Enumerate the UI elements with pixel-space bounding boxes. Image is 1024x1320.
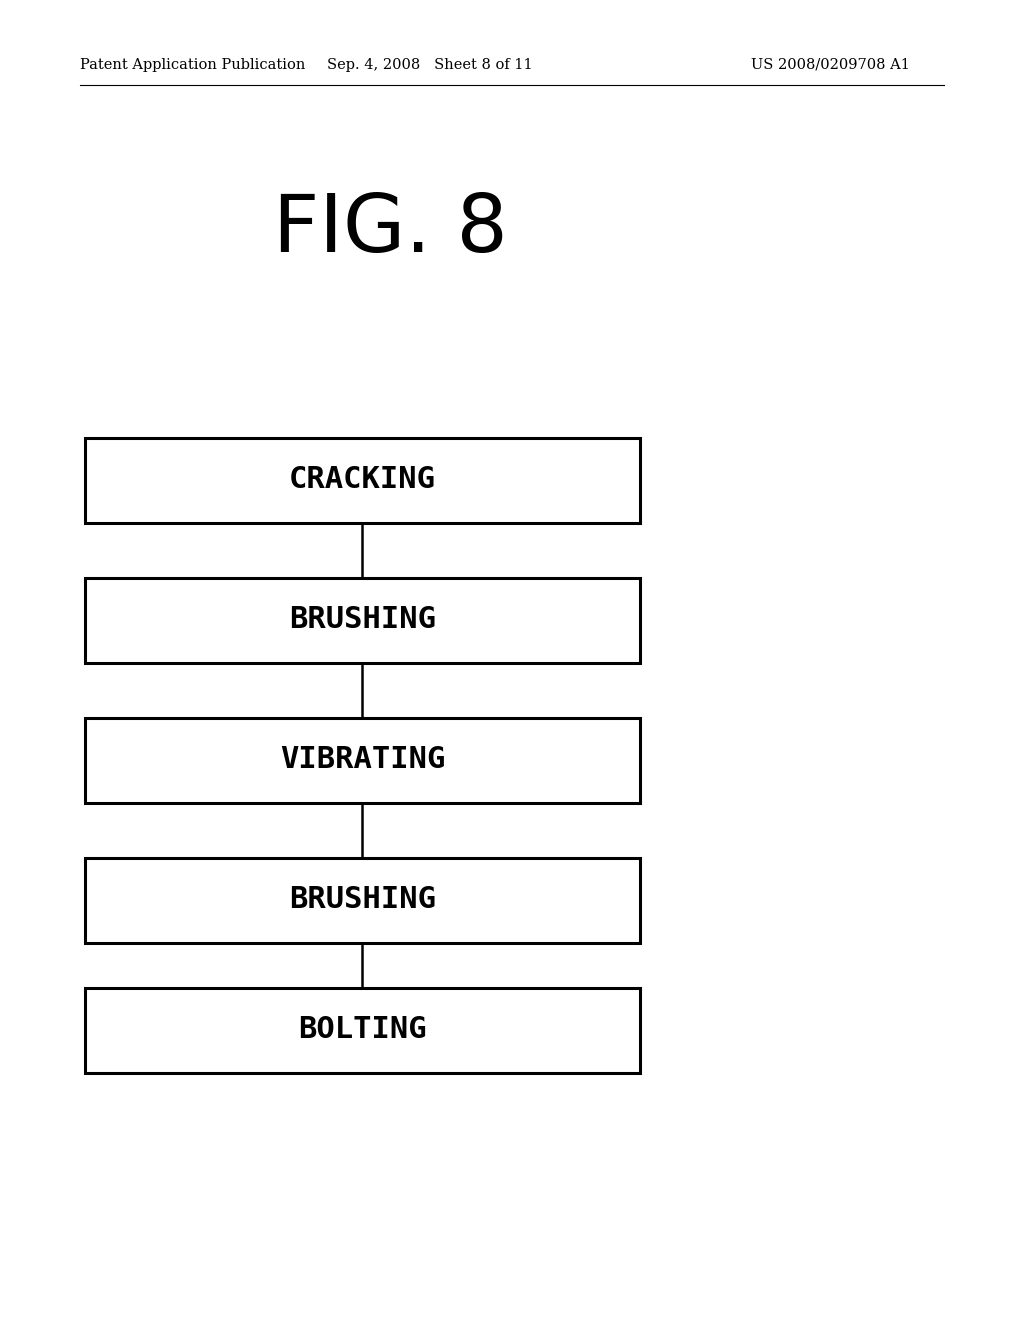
Text: US 2008/0209708 A1: US 2008/0209708 A1 xyxy=(751,58,909,73)
Text: CRACKING: CRACKING xyxy=(289,466,436,495)
Bar xyxy=(85,858,640,942)
Text: Patent Application Publication: Patent Application Publication xyxy=(80,58,305,73)
Text: Sep. 4, 2008   Sheet 8 of 11: Sep. 4, 2008 Sheet 8 of 11 xyxy=(328,58,532,73)
Bar xyxy=(85,578,640,663)
Text: BOLTING: BOLTING xyxy=(298,1015,427,1044)
Text: BRUSHING: BRUSHING xyxy=(289,606,436,635)
Bar xyxy=(85,437,640,523)
Text: BRUSHING: BRUSHING xyxy=(289,886,436,915)
Bar xyxy=(85,987,640,1072)
Text: FIG. 8: FIG. 8 xyxy=(272,191,507,269)
Text: VIBRATING: VIBRATING xyxy=(280,746,445,775)
Bar xyxy=(85,718,640,803)
